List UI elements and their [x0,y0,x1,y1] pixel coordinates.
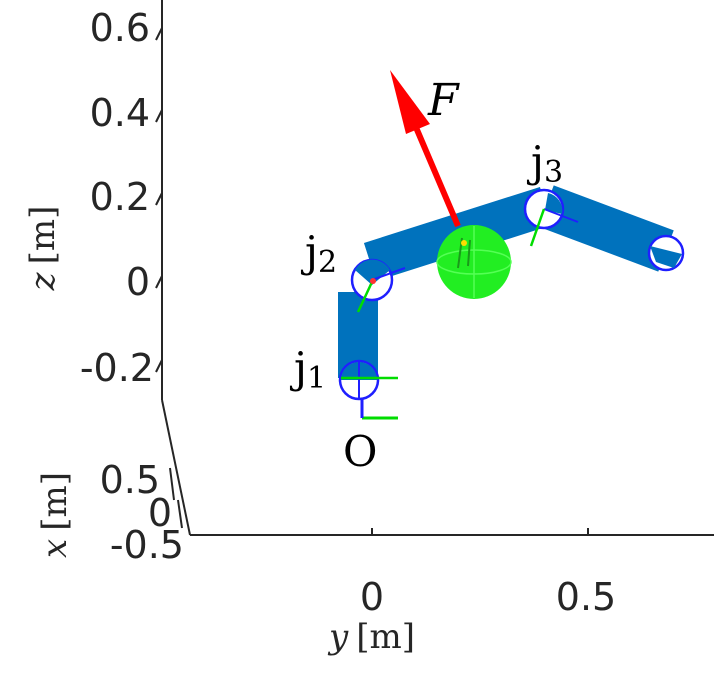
payload-sphere [436,225,512,299]
z-tick-0: 0 [126,260,150,304]
tick-marks [155,27,589,535]
z-tick-0-6: 0.6 [90,6,150,50]
svg-text:x[m]: x[m] [35,472,75,558]
z-tick-neg-0-2: -0.2 [80,346,154,390]
svg-text:z[m]: z[m] [23,206,63,292]
y-tick-0-5: 0.5 [556,575,616,619]
x-tick-neg-0-5: -0.5 [110,523,184,567]
joint-3 [523,188,579,247]
z-tick-0-2: 0.2 [90,175,150,219]
joint-1-label: j1 [289,343,326,396]
joint-1 [338,359,398,401]
axes-box [161,0,714,536]
y-axis-label: y [m] [327,617,415,657]
force-arrow [390,70,461,228]
x-tick-0: 0 [148,491,172,535]
x-axis-line [161,399,191,536]
x-axis-label: x[m] [35,472,75,558]
joint-2 [350,258,406,313]
x-tick-0-5: 0.5 [100,458,160,502]
origin-label: O [343,427,377,476]
robot-links [338,185,674,378]
z-axis-label: z[m] [23,206,63,292]
joint-3-label: j3 [526,137,563,190]
z-tick-0-4: 0.4 [90,91,150,135]
link-3 [538,185,674,272]
end-effector [647,234,685,272]
joint-2-label: j2 [300,227,337,280]
y-tick-0: 0 [360,575,384,619]
force-label: F [427,75,460,126]
